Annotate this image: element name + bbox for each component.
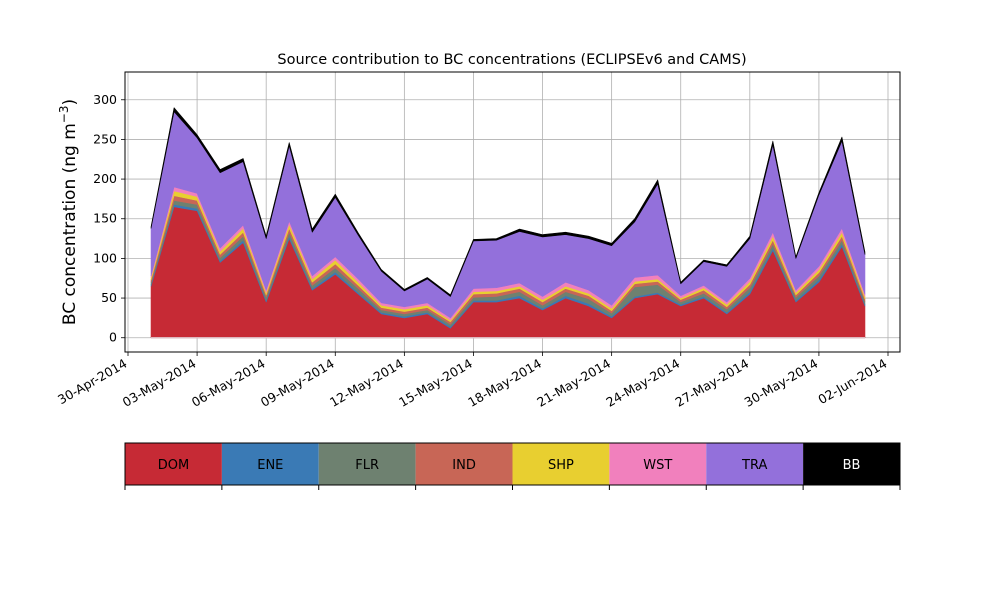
- x-tick-label: 24-May-2014: [603, 356, 682, 410]
- legend-label: SHP: [548, 458, 574, 473]
- y-tick-label: 100: [93, 250, 117, 265]
- x-tick-label: 21-May-2014: [534, 356, 613, 410]
- area-bb: [150, 107, 866, 297]
- y-axis-label-superscript: −3: [57, 105, 71, 123]
- y-tick-label: 200: [93, 171, 117, 186]
- y-axis-label: BC concentration (ng m−3): [57, 99, 80, 325]
- x-tick-label: 12-May-2014: [327, 356, 406, 410]
- x-tick-label: 03-May-2014: [120, 356, 199, 410]
- x-tick-label: 15-May-2014: [396, 356, 475, 410]
- x-tick-label: 30-Apr-2014: [55, 356, 129, 408]
- legend-label: FLR: [355, 458, 379, 473]
- legend-swatch-bb: [803, 443, 900, 485]
- legend-swatch-tra: [706, 443, 804, 485]
- plot-area: 0 50 100 150 200 250 300 30-Apr-201403-May-2014…: [55, 71, 901, 410]
- x-tick-label: 06-May-2014: [189, 356, 268, 410]
- legend-swatch-wst: [609, 443, 707, 485]
- y-tick-label: 300: [93, 92, 117, 107]
- legend-label: BB: [843, 458, 861, 473]
- chart-title: Source contribution to BC concentrations…: [277, 52, 746, 68]
- legend-label: DOM: [158, 458, 189, 473]
- legend-swatch-ind: [415, 443, 513, 485]
- x-tick-label: 30-May-2014: [742, 356, 821, 410]
- x-tick-label: 18-May-2014: [465, 356, 544, 410]
- legend-colorbar: DOM ENE FLR IND SHP WST TRA BB: [124, 442, 901, 490]
- x-tick-label: 09-May-2014: [258, 356, 337, 410]
- legend-label: ENE: [257, 458, 283, 473]
- x-tick-label: 27-May-2014: [672, 356, 751, 410]
- legend-label: TRA: [741, 458, 767, 473]
- legend-swatch-dom: [125, 443, 222, 485]
- y-tick-label: 150: [93, 211, 117, 226]
- legend-swatch-flr: [318, 443, 416, 485]
- legend-swatch-shp: [512, 443, 610, 485]
- y-tick-label: 250: [93, 131, 117, 146]
- legend-label: IND: [452, 458, 476, 473]
- legend-label: WST: [643, 458, 672, 473]
- x-tick-label: 02-Jun-2014: [815, 356, 889, 407]
- y-tick-label: 50: [101, 290, 117, 305]
- y-tick-label: 0: [109, 330, 117, 345]
- stacked-areas: [150, 107, 866, 339]
- axes-frame: [124, 71, 901, 353]
- legend-swatch-ene: [221, 443, 319, 485]
